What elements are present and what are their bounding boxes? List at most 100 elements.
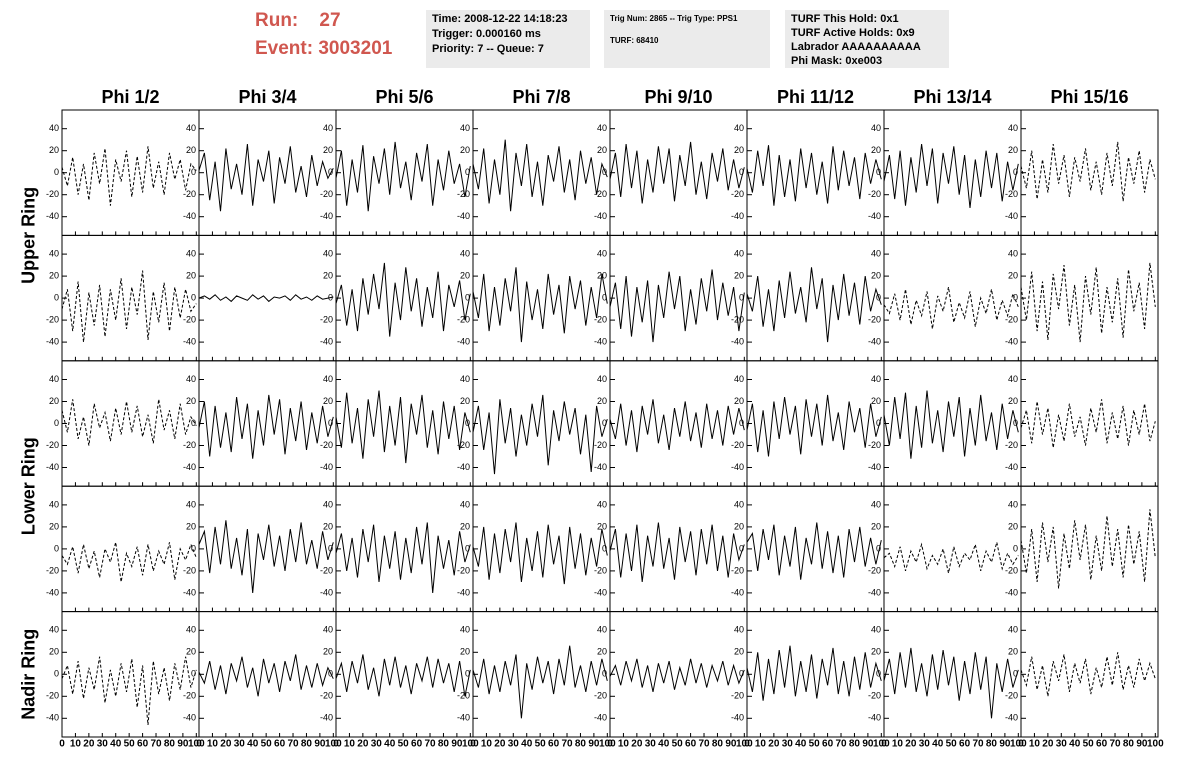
panel-frame	[609, 485, 748, 613]
y-tick-label: 0	[54, 418, 59, 428]
y-tick-label: -20	[1005, 314, 1018, 324]
y-tick-label: -20	[1005, 440, 1018, 450]
panel-frame	[746, 109, 885, 236]
y-tick-label: -40	[594, 587, 607, 597]
panel-frame	[1020, 234, 1159, 362]
panel-frame	[609, 234, 748, 362]
x-tick-label: 10	[344, 739, 356, 750]
y-tick-label: 0	[739, 418, 744, 428]
column-header: Phi 1/2	[101, 87, 159, 107]
x-tick-label: 60	[137, 739, 149, 750]
y-tick-label: 40	[460, 248, 470, 258]
y-tick-label: 40	[49, 499, 59, 509]
waveform	[335, 654, 471, 697]
x-tick-label: 10	[1029, 739, 1041, 750]
waveform	[198, 294, 334, 303]
event-number: 3003201	[318, 38, 393, 59]
y-tick-label: 20	[460, 521, 470, 531]
run-label: Run:	[255, 10, 299, 31]
panel-frame	[883, 485, 1022, 613]
x-tick-label: 40	[110, 739, 122, 750]
y-tick-label: 0	[191, 418, 196, 428]
event: Event: 3003201	[255, 38, 392, 60]
y-tick-label: -40	[183, 713, 196, 723]
y-tick-label: -40	[731, 462, 744, 472]
y-tick-label: 20	[186, 270, 196, 280]
column-header: Phi 13/14	[913, 87, 991, 107]
y-tick-label: -20	[320, 691, 333, 701]
y-tick-label: -40	[183, 462, 196, 472]
column-header: Phi 7/8	[512, 87, 570, 107]
waveform	[883, 390, 1019, 459]
panel-frame	[472, 109, 611, 236]
x-tick-label: 30	[371, 739, 383, 750]
panel-frame	[746, 611, 885, 738]
x-tick-label: 80	[849, 739, 861, 750]
y-tick-label: 40	[323, 374, 333, 384]
y-tick-label: -40	[183, 336, 196, 346]
y-tick-label: -20	[594, 314, 607, 324]
y-tick-label: 20	[186, 396, 196, 406]
x-tick-label: 20	[905, 739, 917, 750]
y-tick-label: 0	[739, 543, 744, 553]
ring-label: Upper Ring	[19, 187, 39, 284]
x-tick-label: 20	[631, 739, 643, 750]
y-tick-label: 20	[323, 647, 333, 657]
y-tick-label: -40	[457, 336, 470, 346]
y-tick-label: -40	[320, 587, 333, 597]
panel-frame	[198, 109, 337, 236]
y-tick-label: 40	[1008, 625, 1018, 635]
x-tick-label: 90	[1136, 739, 1148, 750]
y-tick-label: 40	[1008, 499, 1018, 509]
y-tick-label: 0	[465, 669, 470, 679]
waveform	[335, 262, 471, 337]
y-tick-label: -40	[594, 211, 607, 221]
panel-frame	[883, 611, 1022, 738]
x-tick-label: 70	[698, 739, 710, 750]
y-tick-label: 40	[49, 248, 59, 258]
y-tick-label: -40	[868, 462, 881, 472]
y-tick-label: -40	[868, 336, 881, 346]
y-tick-label: 20	[460, 647, 470, 657]
y-tick-label: 20	[186, 521, 196, 531]
y-tick-label: -20	[46, 565, 59, 575]
y-tick-label: 40	[871, 248, 881, 258]
ring-label: Nadir Ring	[19, 629, 39, 720]
y-tick-label: -40	[320, 462, 333, 472]
y-tick-label: -20	[183, 189, 196, 199]
y-tick-label: -40	[46, 336, 59, 346]
y-tick-label: -20	[868, 189, 881, 199]
y-tick-label: 0	[191, 292, 196, 302]
y-tick-label: 0	[602, 292, 607, 302]
x-tick-label: 80	[986, 739, 998, 750]
x-tick-label: 70	[424, 739, 436, 750]
x-tick-label: 100	[188, 739, 205, 750]
x-tick-label: 50	[809, 739, 821, 750]
y-tick-label: -40	[457, 211, 470, 221]
y-tick-label: 0	[1013, 167, 1018, 177]
y-tick-label: -20	[46, 189, 59, 199]
y-tick-label: 40	[323, 625, 333, 635]
y-tick-label: -20	[46, 440, 59, 450]
waveform	[198, 654, 334, 697]
y-tick-label: -40	[320, 211, 333, 221]
x-tick-label: 60	[411, 739, 423, 750]
x-tick-label: 50	[672, 739, 684, 750]
x-tick-label: 80	[301, 739, 313, 750]
column-header: Phi 5/6	[375, 87, 433, 107]
x-tick-label: 100	[1147, 739, 1164, 750]
y-tick-label: 40	[1008, 374, 1018, 384]
x-tick-label: 100	[736, 739, 753, 750]
y-tick-label: 0	[1013, 669, 1018, 679]
waveform	[883, 144, 1019, 208]
waveform	[1020, 509, 1156, 589]
y-tick-label: 0	[602, 167, 607, 177]
y-tick-label: -40	[457, 462, 470, 472]
y-tick-label: 20	[734, 396, 744, 406]
waveform	[1020, 141, 1156, 202]
y-tick-label: -40	[1005, 211, 1018, 221]
y-tick-label: -40	[868, 713, 881, 723]
y-tick-label: 40	[186, 625, 196, 635]
y-tick-label: -20	[46, 691, 59, 701]
